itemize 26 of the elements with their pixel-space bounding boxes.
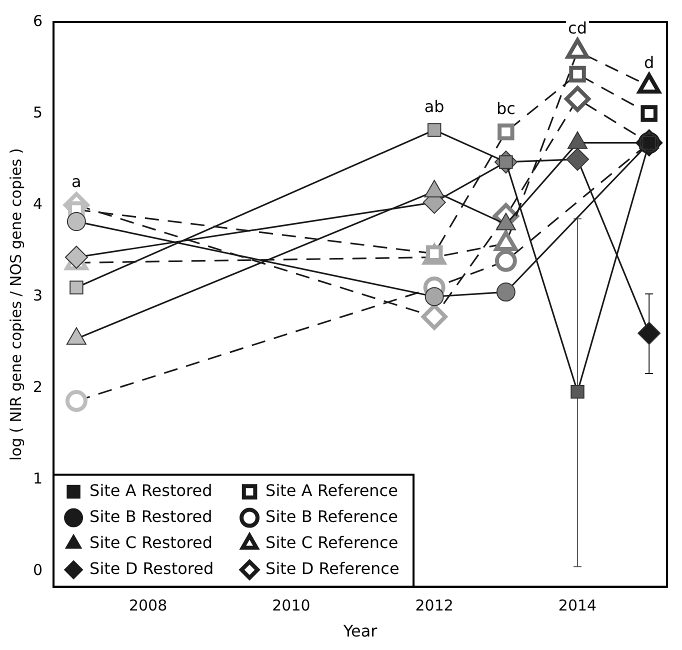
legend-label: Site B Reference xyxy=(266,506,398,526)
y-tick-label: 0 xyxy=(32,561,43,580)
legend-label: Site A Restored xyxy=(90,480,212,500)
x-axis-title: Year xyxy=(342,622,378,641)
legend-label: Site B Restored xyxy=(90,506,212,526)
annotation: ab xyxy=(424,97,444,116)
y-tick-label: 3 xyxy=(32,286,43,305)
annotation: cd xyxy=(568,18,587,38)
x-tick-label: 2012 xyxy=(415,596,454,615)
y-tick-label: 6 xyxy=(32,12,43,30)
legend-label: Site A Reference xyxy=(266,480,398,500)
legend-label: Site D Reference xyxy=(266,558,400,578)
y-tick-label: 5 xyxy=(32,103,43,122)
x-tick-label: 2010 xyxy=(272,596,310,615)
x-tick-label: 2014 xyxy=(558,596,597,615)
legend-label: Site D Restored xyxy=(90,558,214,578)
x-tick-label: 2008 xyxy=(128,596,168,615)
y-tick-label: 2 xyxy=(32,378,43,396)
annotation: d xyxy=(644,53,654,72)
annotation: a xyxy=(72,172,82,192)
legend-label: Site C Restored xyxy=(90,532,212,552)
y-tick-label: 1 xyxy=(32,470,43,488)
y-axis-title: log ( NIR gene copies / NOS gene copies ) xyxy=(6,148,25,461)
legend-label: Site C Reference xyxy=(266,532,398,552)
annotation: bc xyxy=(496,99,516,118)
y-tick-label: 4 xyxy=(32,194,43,213)
